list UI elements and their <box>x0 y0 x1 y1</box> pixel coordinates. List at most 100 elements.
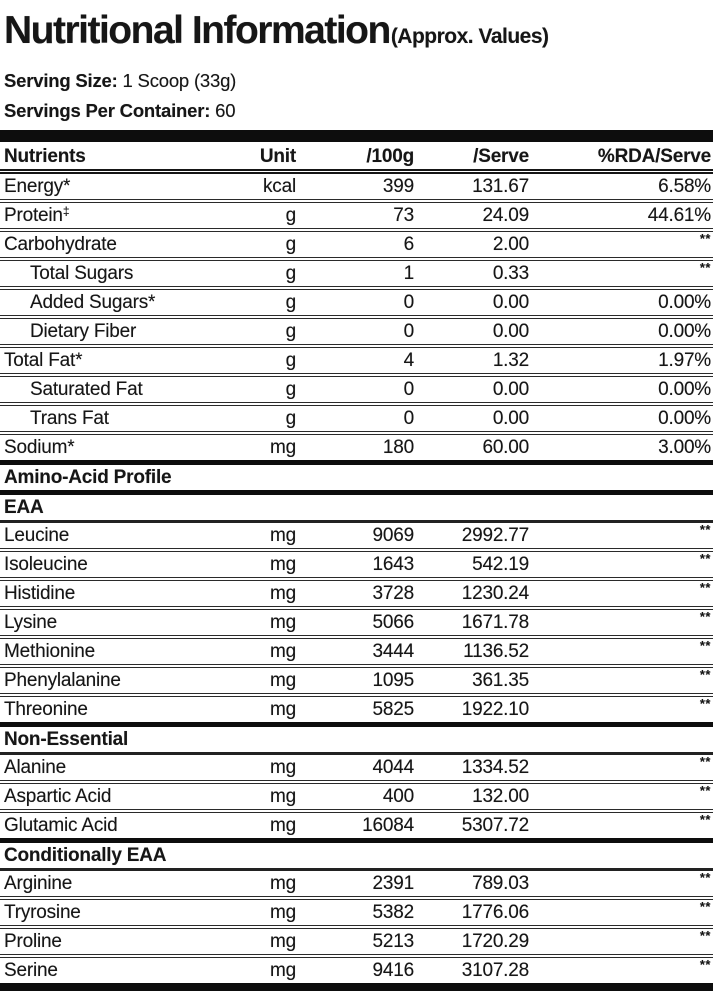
nutrient-row: Serine mg 9416 3107.28 ** <box>0 956 713 989</box>
nutrient-unit-cell: mg <box>210 433 296 465</box>
page-title-suffix: (Approx. Values) <box>390 25 549 48</box>
nutrient-per-serve-cell: 60.00 <box>414 433 529 465</box>
nutrient-per-100g-cell: 6 <box>296 230 414 261</box>
nutrient-unit-cell: mg <box>210 608 296 639</box>
nutrient-name-cell: Aspartic Acid <box>0 782 210 813</box>
nutrient-per-100g-cell: 73 <box>296 201 414 232</box>
nutrient-per-100g-cell: 5066 <box>296 608 414 639</box>
section-heading: Non-Essential <box>0 722 713 755</box>
nutrient-name-cell: Tryrosine <box>0 898 210 929</box>
nutrient-per-serve-cell: 5307.72 <box>414 811 529 843</box>
nutrient-name-cell: Glutamic Acid <box>0 811 210 843</box>
nutrient-per-100g-cell: 0 <box>296 375 414 406</box>
nutrition-table-body: Energy* kcal 399 131.67 6.58% Protein‡ g 73 24.0… <box>0 171 713 989</box>
nutrient-name-cell: Energy* <box>0 171 210 203</box>
serving-size-value: 1 Scoop (33g) <box>122 70 237 91</box>
nutrient-name-cell: Trans Fat <box>0 404 210 435</box>
nutrient-row: Carbohydrate g 6 2.00 ** <box>0 230 713 261</box>
nutrient-unit-cell: mg <box>210 666 296 697</box>
section-heading-row: Non-Essential <box>0 722 713 755</box>
nutrient-rda-cell: ** <box>529 782 713 813</box>
rda-asterisks: ** <box>699 667 711 682</box>
nutrient-unit-cell: g <box>210 346 296 377</box>
nutrient-name-cell: Phenylalanine <box>0 666 210 697</box>
rda-asterisks: ** <box>699 580 711 595</box>
nutrient-row: Proline mg 5213 1720.29 ** <box>0 927 713 958</box>
nutrient-rda-cell: ** <box>529 521 713 552</box>
nutrient-unit-cell: mg <box>210 521 296 552</box>
rda-asterisks: ** <box>699 870 711 885</box>
nutrient-unit-cell: mg <box>210 869 296 900</box>
serving-size-line: Serving Size: 1 Scoop (33g) <box>4 70 709 92</box>
nutrient-per-100g-cell: 3444 <box>296 637 414 668</box>
nutrient-row: Methionine mg 3444 1136.52 ** <box>0 637 713 668</box>
nutrient-unit-cell: g <box>210 375 296 406</box>
nutrient-name-cell: Dietary Fiber <box>0 317 210 348</box>
nutrient-row: Tryrosine mg 5382 1776.06 ** <box>0 898 713 929</box>
nutrient-unit-cell: mg <box>210 927 296 958</box>
nutrient-name-cell: Leucine <box>0 521 210 552</box>
nutrient-per-serve-cell: 1230.24 <box>414 579 529 610</box>
nutrient-name-cell: Arginine <box>0 869 210 900</box>
nutrient-per-100g-cell: 4044 <box>296 753 414 784</box>
nutrient-per-100g-cell: 400 <box>296 782 414 813</box>
nutrient-name-cell: Serine <box>0 956 210 989</box>
nutrient-rda-cell: 1.97% <box>529 346 713 377</box>
nutrient-rda-cell: ** <box>529 608 713 639</box>
nutrient-rda-cell: ** <box>529 956 713 989</box>
nutrient-unit-cell: g <box>210 230 296 261</box>
nutrient-per-serve-cell: 3107.28 <box>414 956 529 989</box>
nutrient-rda-cell: ** <box>529 695 713 727</box>
nutrient-per-100g-cell: 1095 <box>296 666 414 697</box>
nutrient-row: Histidine mg 3728 1230.24 ** <box>0 579 713 610</box>
nutrient-per-100g-cell: 16084 <box>296 811 414 843</box>
nutrient-per-100g-cell: 0 <box>296 317 414 348</box>
rda-asterisks: ** <box>699 812 711 827</box>
rda-asterisks: ** <box>699 696 711 711</box>
nutrient-per-serve-cell: 542.19 <box>414 550 529 581</box>
nutrient-rda-cell: ** <box>529 550 713 581</box>
nutrient-unit-cell: mg <box>210 898 296 929</box>
nutrient-row: Total Fat* g 4 1.32 1.97% <box>0 346 713 377</box>
nutrient-row: Trans Fat g 0 0.00 0.00% <box>0 404 713 435</box>
rda-asterisks: ** <box>699 928 711 943</box>
nutrient-unit-cell: g <box>210 288 296 319</box>
nutrient-row: Protein‡ g 73 24.09 44.61% <box>0 201 713 232</box>
label-header: Nutritional Information(Approx. Values) … <box>0 10 713 122</box>
nutrient-row: Leucine mg 9069 2992.77 ** <box>0 521 713 552</box>
nutrient-rda-cell: 0.00% <box>529 375 713 406</box>
nutrient-per-100g-cell: 9069 <box>296 521 414 552</box>
nutrient-row: Alanine mg 4044 1334.52 ** <box>0 753 713 784</box>
nutrient-name-cell: Total Fat* <box>0 346 210 377</box>
nutrient-rda-cell: ** <box>529 579 713 610</box>
nutrient-per-serve-cell: 1720.29 <box>414 927 529 958</box>
nutrient-unit-cell: mg <box>210 811 296 843</box>
nutrient-unit-cell: mg <box>210 753 296 784</box>
nutrient-row: Isoleucine mg 1643 542.19 ** <box>0 550 713 581</box>
page-title: Nutritional Information(Approx. Values) <box>4 10 709 58</box>
nutrient-name-cell: Methionine <box>0 637 210 668</box>
nutrient-row: Glutamic Acid mg 16084 5307.72 ** <box>0 811 713 843</box>
nutrient-rda-cell: ** <box>529 869 713 900</box>
nutrient-unit-cell: g <box>210 404 296 435</box>
nutrient-per-100g-cell: 5825 <box>296 695 414 727</box>
rda-asterisks: ** <box>699 609 711 624</box>
nutrient-unit-cell: g <box>210 259 296 290</box>
nutrient-name-cell: Proline <box>0 927 210 958</box>
nutrient-name-cell: Saturated Fat <box>0 375 210 406</box>
section-heading: Conditionally EAA <box>0 838 713 871</box>
nutrient-per-100g-cell: 180 <box>296 433 414 465</box>
rda-asterisks: ** <box>699 231 711 246</box>
nutrient-per-serve-cell: 131.67 <box>414 171 529 203</box>
nutrient-name-cell: Added Sugars* <box>0 288 210 319</box>
nutrient-per-serve-cell: 1776.06 <box>414 898 529 929</box>
nutrient-per-100g-cell: 5213 <box>296 927 414 958</box>
nutrient-row: Energy* kcal 399 131.67 6.58% <box>0 171 713 203</box>
nutrient-name-cell: Isoleucine <box>0 550 210 581</box>
nutrient-row: Phenylalanine mg 1095 361.35 ** <box>0 666 713 697</box>
nutrient-name-cell: Threonine <box>0 695 210 727</box>
nutrient-per-serve-cell: 789.03 <box>414 869 529 900</box>
nutrient-unit-cell: g <box>210 201 296 232</box>
nutrient-row: Total Sugars g 1 0.33 ** <box>0 259 713 290</box>
